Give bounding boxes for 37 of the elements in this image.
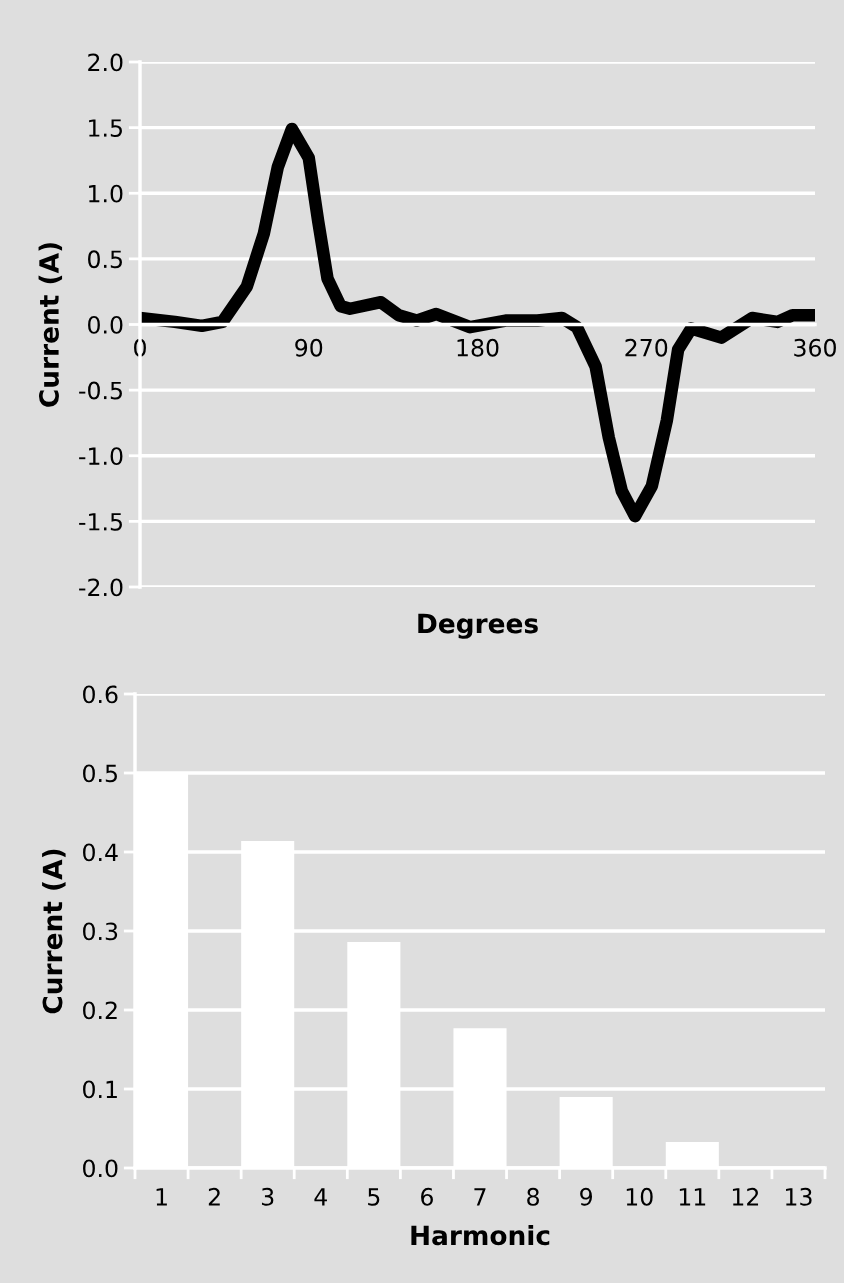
x-tick-label: 360 bbox=[794, 338, 836, 357]
x-tick-label: 270 bbox=[625, 338, 668, 357]
y-tick-label: 0.1 bbox=[83, 1080, 117, 1099]
y-tick-label: 1.5 bbox=[89, 119, 122, 137]
y-axis-title: Current (A) bbox=[42, 849, 66, 1014]
y-tick-label: 0.5 bbox=[83, 764, 117, 783]
x-tick-label: 13 bbox=[786, 1187, 812, 1206]
y-tick-label: -2.0 bbox=[79, 578, 123, 597]
y-tick-label: 0.6 bbox=[83, 685, 118, 704]
x-tick-label: 12 bbox=[732, 1187, 759, 1206]
x-tick-label: 2 bbox=[208, 1187, 220, 1206]
x-tick-label: 90 bbox=[295, 338, 323, 357]
x-tick-label: 180 bbox=[457, 338, 499, 357]
y-tick-label: 0.4 bbox=[83, 843, 118, 862]
y-tick-label: 0.0 bbox=[83, 1159, 118, 1178]
y-tick-label: 1.0 bbox=[89, 184, 123, 203]
x-tick-label: 10 bbox=[626, 1187, 653, 1206]
y-tick-label: 0.2 bbox=[83, 1001, 117, 1020]
y-axis-title: Current (A) bbox=[38, 243, 63, 407]
x-tick-label: 3 bbox=[261, 1187, 274, 1206]
x-tick-label: 8 bbox=[527, 1187, 539, 1206]
x-tick-label: 11 bbox=[679, 1188, 706, 1206]
x-tick-label: 1 bbox=[156, 1188, 167, 1206]
x-tick-label: 7 bbox=[474, 1188, 486, 1206]
y-tick-label: -1.0 bbox=[79, 447, 123, 466]
y-tick-label: -0.5 bbox=[79, 381, 122, 400]
x-tick-label: 9 bbox=[580, 1187, 593, 1206]
y-tick-label: 0.5 bbox=[88, 250, 122, 269]
x-tick-label: 6 bbox=[421, 1187, 433, 1206]
y-tick-label: 0.0 bbox=[88, 315, 123, 334]
y-tick-label: 2.0 bbox=[88, 53, 123, 72]
x-tick-label: 4 bbox=[314, 1188, 327, 1206]
x-axis-title: Degrees bbox=[418, 613, 538, 639]
x-axis-title: Harmonic bbox=[411, 1224, 550, 1246]
x-tick-label: 5 bbox=[368, 1188, 380, 1206]
y-tick-label: 0.3 bbox=[83, 922, 118, 941]
y-tick-label: -1.5 bbox=[79, 513, 122, 531]
